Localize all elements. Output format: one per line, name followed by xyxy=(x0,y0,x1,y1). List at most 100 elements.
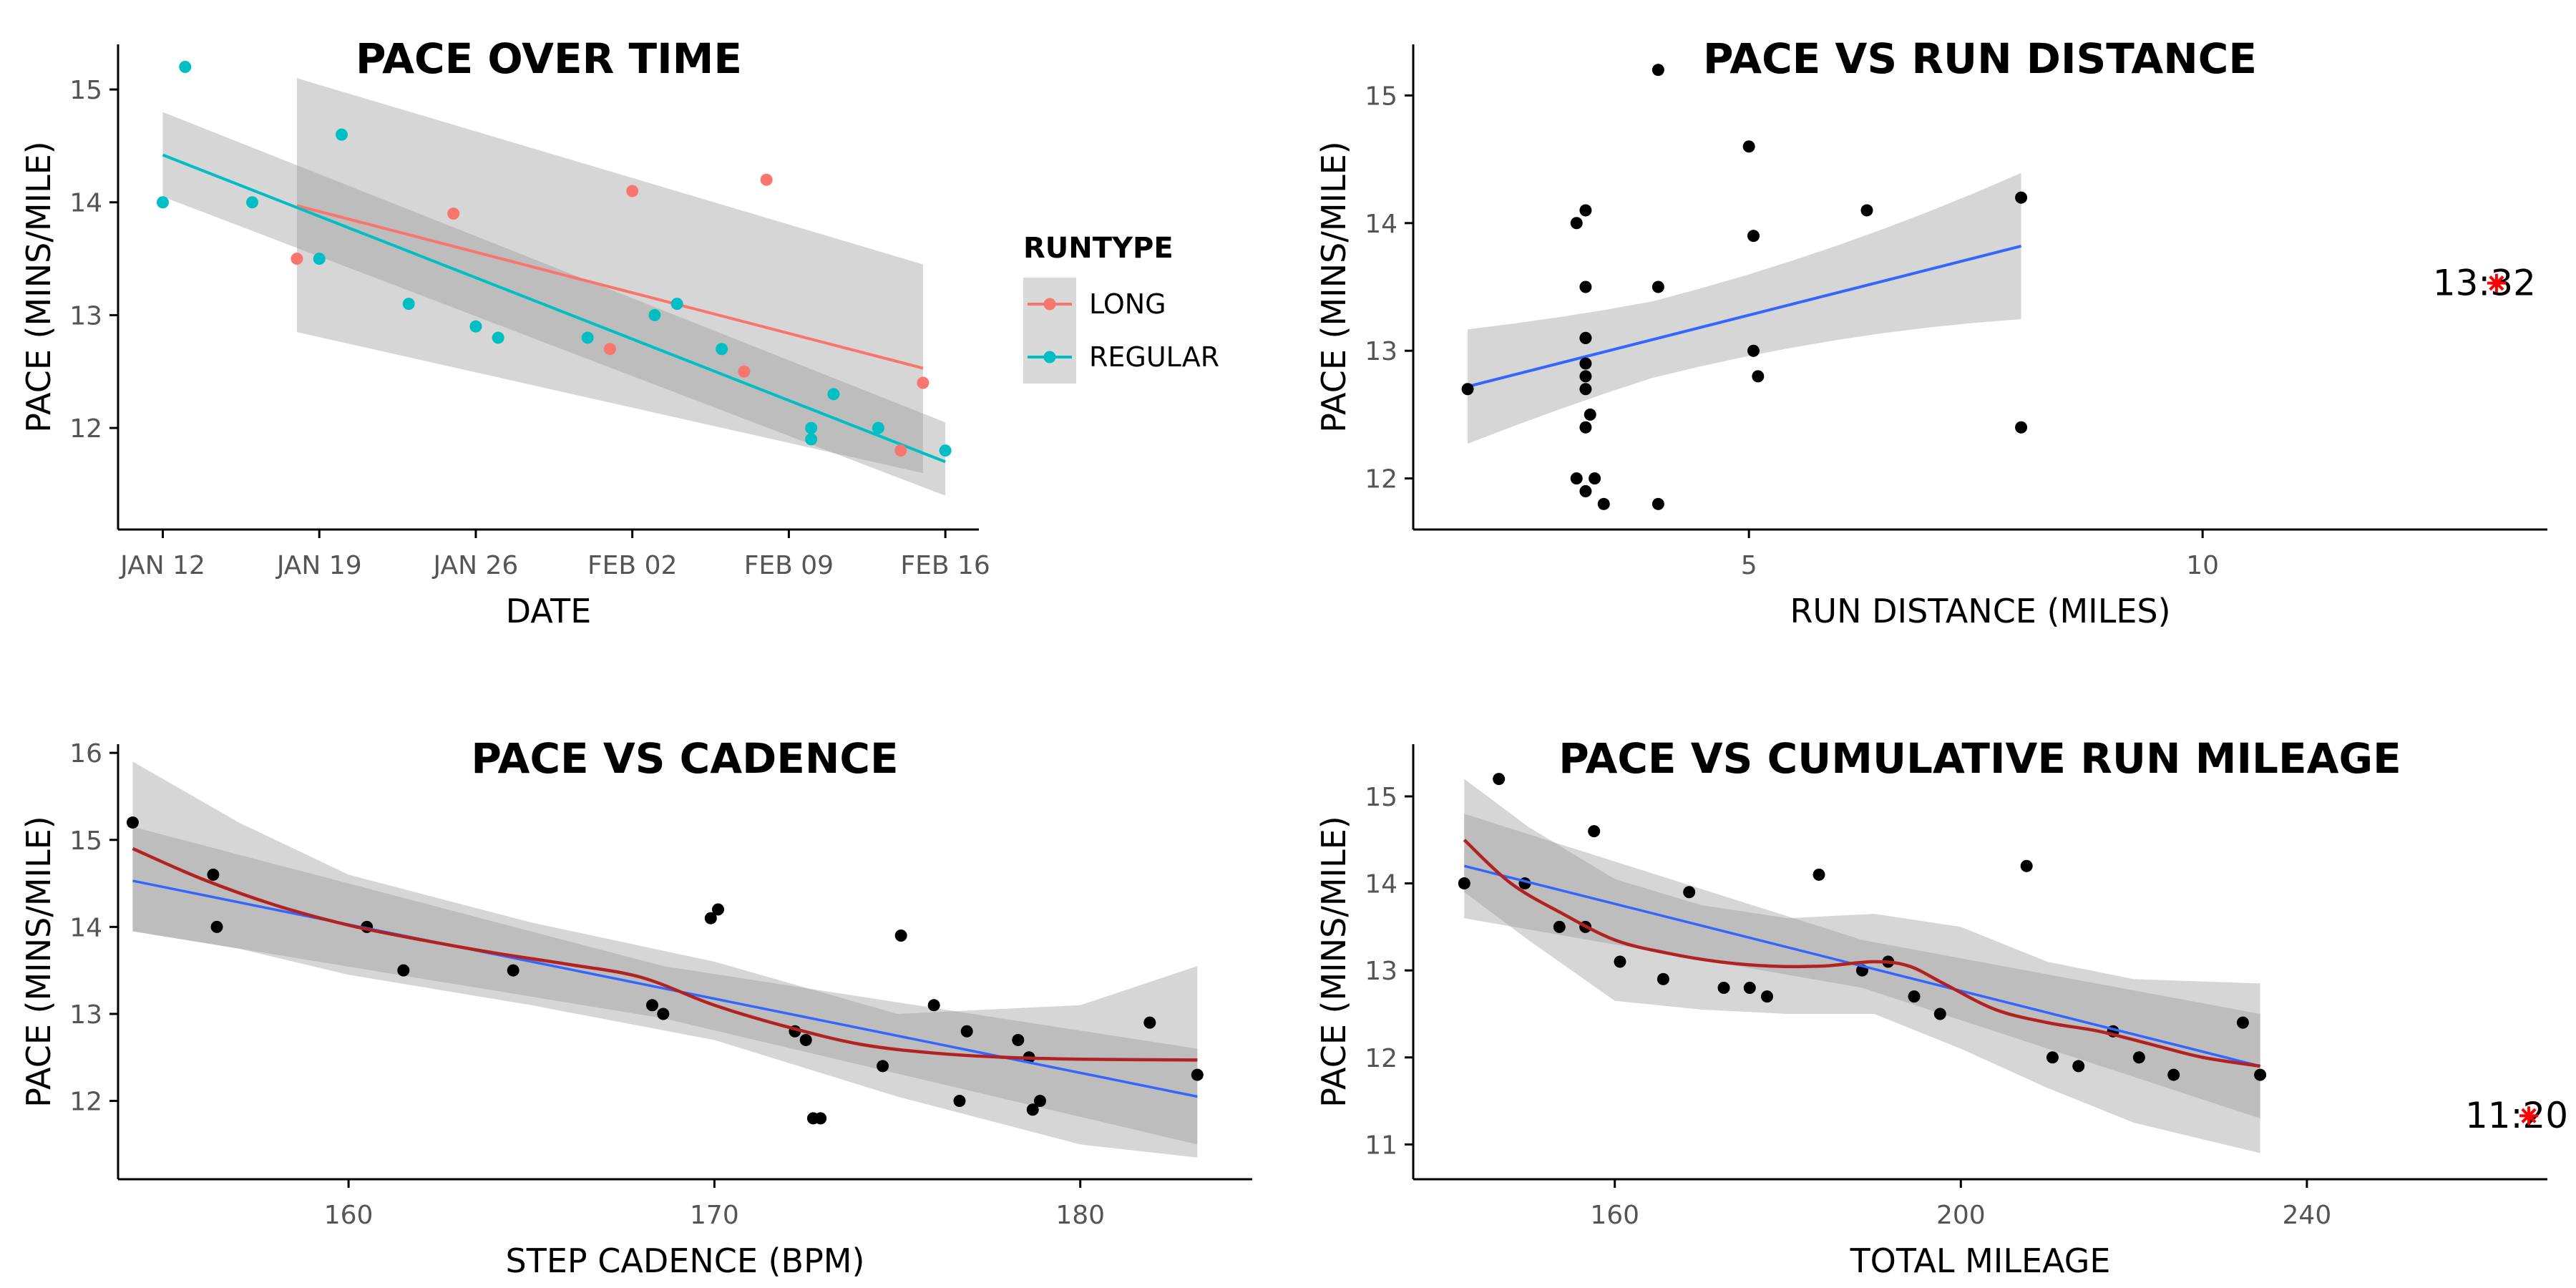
data-point xyxy=(1584,408,1596,421)
data-point xyxy=(1026,1103,1039,1116)
data-point xyxy=(1570,217,1583,230)
y-axis-title: PACE (MINS/MILE) xyxy=(1314,816,1353,1107)
trend-line-long xyxy=(296,204,924,370)
data-point xyxy=(2236,1016,2249,1029)
y-tick-label: 13 xyxy=(1365,337,1397,366)
data-point-regular xyxy=(469,320,482,333)
data-point xyxy=(894,930,907,942)
data-point xyxy=(877,1060,889,1073)
legend-title: RUNTYPE xyxy=(1023,232,1174,265)
data-point-regular xyxy=(156,196,169,209)
data-point xyxy=(2167,1068,2180,1081)
y-tick-label: 15 xyxy=(1365,82,1397,111)
data-point xyxy=(1589,472,1601,485)
data-point xyxy=(2132,1051,2145,1064)
x-axis-title: STEP CADENCE (BPM) xyxy=(506,1241,865,1280)
data-point xyxy=(799,1033,812,1046)
annotation-marker-stroke xyxy=(2521,1108,2537,1123)
panel-pace-over-time: PACE OVER TIME DATE PACE (MINS/MILE) 12 13 14… xyxy=(19,34,1219,630)
data-point xyxy=(1493,773,1506,786)
trend-line xyxy=(1467,244,2022,389)
data-point xyxy=(1579,357,1592,370)
x-tick-label: FEB 16 xyxy=(900,551,990,580)
x-tick-label: 170 xyxy=(690,1201,739,1230)
panel-pace-vs-distance: PACE VS RUN DISTANCE RUN DISTANCE (MILES)… xyxy=(1314,34,2547,630)
data-point xyxy=(1579,280,1592,293)
data-point-regular xyxy=(872,421,884,434)
x-tick-label: JAN 19 xyxy=(275,551,362,580)
legend-label-long: LONG xyxy=(1089,288,1166,320)
legend-label-regular: REGULAR xyxy=(1089,341,1219,373)
data-point-regular xyxy=(939,444,952,457)
data-point-long xyxy=(738,365,751,378)
data-point xyxy=(1570,472,1583,485)
y-tick-label: 16 xyxy=(69,739,102,769)
y-tick-label: 13 xyxy=(1365,957,1397,986)
data-point xyxy=(2072,1060,2085,1073)
confidence-band-regular xyxy=(162,112,946,496)
y-tick-label: 13 xyxy=(69,301,102,331)
linear-trend-line xyxy=(1463,864,2261,1068)
y-tick-label: 15 xyxy=(69,826,102,856)
chart-title: PACE VS CADENCE xyxy=(471,734,898,783)
data-point-regular xyxy=(827,388,840,401)
data-point xyxy=(1652,497,1664,510)
data-point xyxy=(1742,140,1755,153)
x-tick-label: FEB 02 xyxy=(587,551,677,580)
data-point xyxy=(1860,204,1873,217)
x-tick-label: 160 xyxy=(1590,1201,1639,1230)
data-point-regular xyxy=(313,253,326,265)
chart-title: PACE VS RUN DISTANCE xyxy=(1703,34,2257,83)
data-point xyxy=(1747,344,1760,357)
data-point xyxy=(1588,825,1601,838)
trend-line-regular xyxy=(162,153,946,464)
data-point-regular xyxy=(492,331,504,344)
data-point-regular xyxy=(648,308,661,321)
data-point xyxy=(1743,981,1756,994)
data-point xyxy=(1657,972,1669,985)
data-point-long xyxy=(917,376,930,389)
data-point xyxy=(1652,64,1664,77)
data-point xyxy=(397,964,410,977)
x-tick-label: 200 xyxy=(1936,1201,1986,1230)
x-tick-label: 240 xyxy=(2283,1201,2332,1230)
x-tick-label: JAN 26 xyxy=(432,551,519,580)
data-point-regular xyxy=(402,298,415,311)
data-point xyxy=(1191,1068,1204,1081)
x-axis-title: TOTAL MILEAGE xyxy=(1850,1241,2111,1280)
x-tick-label: 5 xyxy=(1741,551,1757,580)
confidence-band-long xyxy=(296,78,923,474)
y-tick-label: 12 xyxy=(69,1088,102,1117)
chart-title: PACE OVER TIME xyxy=(356,34,742,83)
data-point xyxy=(1908,990,1921,1003)
data-point xyxy=(2015,421,2028,434)
data-point xyxy=(207,868,220,881)
y-axis-title: PACE (MINS/MILE) xyxy=(19,816,58,1107)
data-point xyxy=(2254,1068,2267,1081)
y-tick-label: 12 xyxy=(1365,1044,1397,1073)
legend-key-point xyxy=(1043,298,1056,311)
data-point xyxy=(1652,280,1664,293)
data-point xyxy=(814,1112,827,1125)
loess-trend-line xyxy=(1463,839,2260,1068)
x-axis-title: RUN DISTANCE (MILES) xyxy=(1790,592,2170,630)
y-tick-label: 14 xyxy=(69,189,102,218)
data-point xyxy=(1579,370,1592,383)
data-point xyxy=(1579,421,1592,434)
legend-key-point xyxy=(1043,351,1056,364)
data-point xyxy=(953,1095,966,1108)
data-point xyxy=(2015,191,2028,204)
data-point xyxy=(1458,877,1470,890)
data-point-regular xyxy=(245,196,258,209)
y-tick-label: 12 xyxy=(69,414,102,444)
data-point xyxy=(1747,230,1760,243)
data-point xyxy=(1579,383,1592,396)
data-point xyxy=(2046,1051,2059,1064)
data-point xyxy=(210,920,223,933)
loess-trend-line xyxy=(132,847,1198,1062)
data-point xyxy=(507,964,519,977)
chart-title: PACE VS CUMULATIVE RUN MILEAGE xyxy=(1558,734,2401,783)
y-axis-title: PACE (MINS/MILE) xyxy=(19,141,58,432)
data-point-regular xyxy=(581,331,594,344)
data-point-long xyxy=(626,185,639,197)
